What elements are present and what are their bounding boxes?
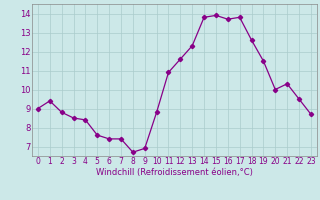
X-axis label: Windchill (Refroidissement éolien,°C): Windchill (Refroidissement éolien,°C): [96, 168, 253, 177]
